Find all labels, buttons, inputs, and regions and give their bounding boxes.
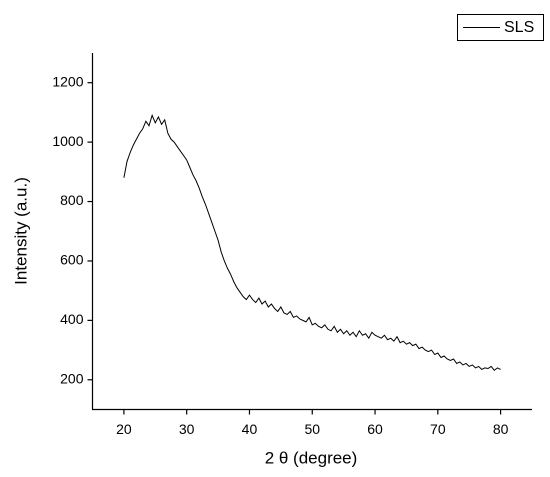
x-tick-label: 80 [493, 421, 509, 437]
x-tick-label: 50 [304, 421, 320, 437]
y-tick-label: 1200 [52, 73, 83, 89]
y-tick-label: 400 [60, 311, 84, 327]
y-axis-title: Intensity (a.u.) [11, 177, 30, 285]
x-tick-label: 20 [116, 421, 132, 437]
y-tick-label: 200 [60, 370, 84, 386]
series-line [123, 113, 501, 371]
x-tick-label: 60 [367, 421, 383, 437]
x-tick-label: 30 [179, 421, 195, 437]
y-tick-label: 800 [60, 192, 84, 208]
x-tick-label: 70 [430, 421, 446, 437]
x-axis-title: 2 θ (degree) [265, 448, 358, 467]
y-tick-label: 1000 [52, 133, 83, 149]
legend-label: SLS [504, 19, 534, 36]
x-tick-label: 40 [242, 421, 258, 437]
y-tick-label: 600 [60, 252, 84, 268]
